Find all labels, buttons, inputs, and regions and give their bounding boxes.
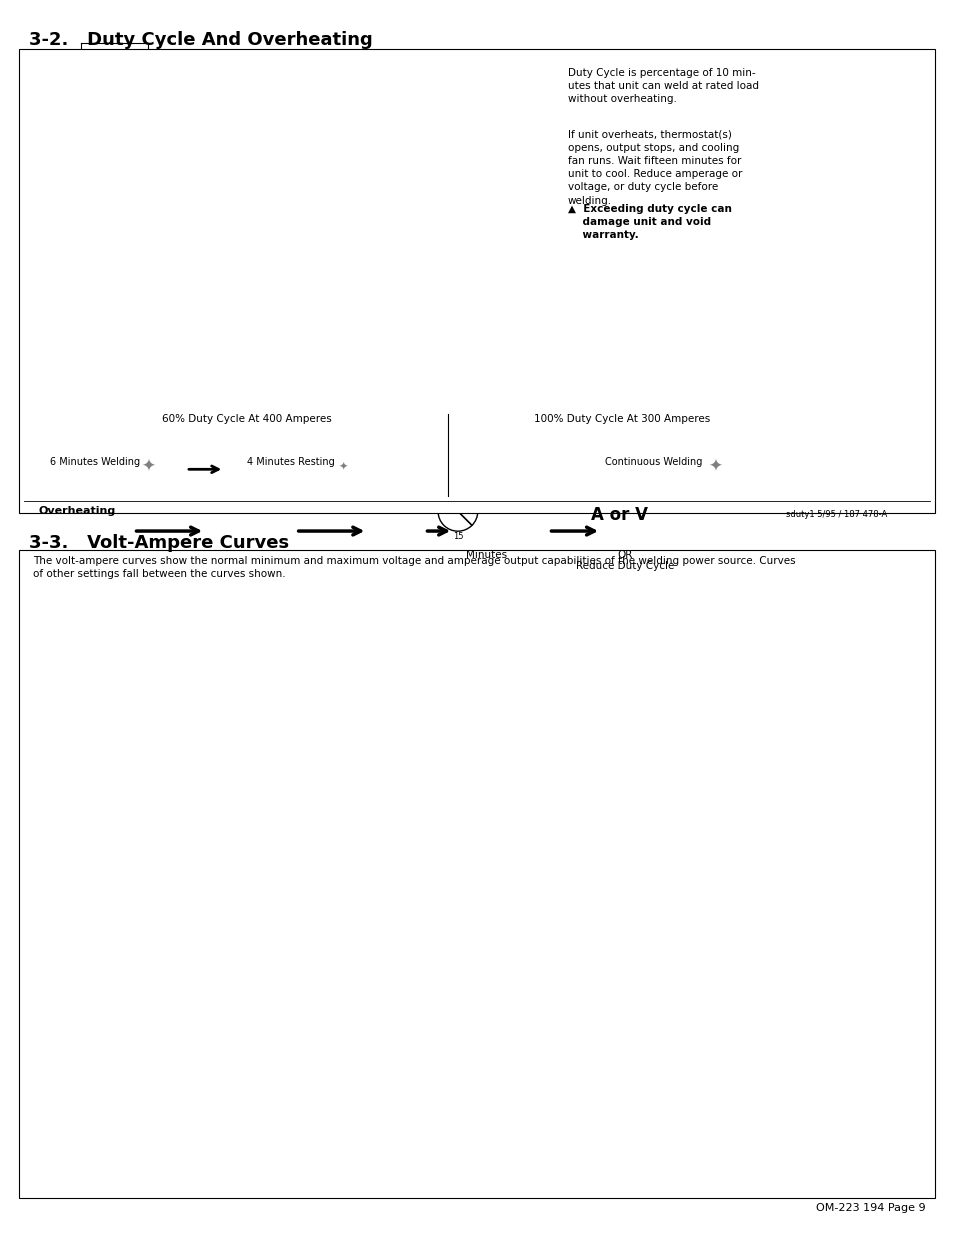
Text: Model 333: Model 333 (358, 969, 431, 982)
Text: Duty Cycle is percentage of 10 min-
utes that unit can weld at rated load
withou: Duty Cycle is percentage of 10 min- utes… (567, 68, 758, 104)
Y-axis label: VOLTS: VOLTS (70, 629, 78, 656)
Text: ✦: ✦ (141, 458, 154, 475)
Text: 3-2.   Duty Cycle And Overheating: 3-2. Duty Cycle And Overheating (29, 31, 372, 49)
Text: ✦: ✦ (708, 458, 721, 475)
Text: Minutes: Minutes (465, 550, 507, 559)
Text: The volt-ampere curves show the normal minimum and maximum voltage and amperage : The volt-ampere curves show the normal m… (33, 556, 795, 579)
Text: MAX: MAX (347, 1032, 370, 1042)
Text: A or V: A or V (591, 506, 648, 525)
Text: !: ! (46, 63, 59, 91)
X-axis label: AMPERES: AMPERES (451, 904, 502, 914)
X-axis label: AMPERES: AMPERES (679, 1132, 731, 1142)
Y-axis label: WELDING AMPERES: WELDING AMPERES (131, 186, 140, 283)
Text: Model 273: Model 273 (750, 574, 822, 588)
Text: 6 Minutes Welding: 6 Minutes Welding (51, 457, 140, 467)
Text: 4 Minutes Resting: 4 Minutes Resting (247, 457, 335, 467)
Text: 100% Duty Cycle At 300 Amperes: 100% Duty Cycle At 300 Amperes (534, 414, 710, 424)
Text: MIN: MIN (194, 1074, 214, 1084)
Text: If unit overheats, thermostat(s)
opens, output stops, and cooling
fan runs. Wait: If unit overheats, thermostat(s) opens, … (567, 130, 741, 206)
X-axis label: AMPERES: AMPERES (241, 1132, 293, 1142)
Text: MAX: MAX (322, 631, 345, 641)
Text: MAX: MAX (534, 821, 557, 831)
Text: MAX: MAX (785, 1030, 808, 1040)
Y-axis label: VOLTS: VOLTS (489, 629, 497, 656)
Text: ✦: ✦ (338, 462, 348, 472)
Text: MIN: MIN (457, 860, 477, 869)
Text: MIN: MIN (272, 695, 291, 705)
X-axis label: % DUTY CYCLE: % DUTY CYCLE (302, 412, 394, 422)
Text: MIN: MIN (710, 685, 729, 695)
Text: OM-223 194 Page 9: OM-223 194 Page 9 (815, 1203, 924, 1213)
Text: Model 383: Model 383 (797, 971, 869, 984)
Text: ▲  Exceeding duty cycle can
    damage unit and void
    warranty.: ▲ Exceeding duty cycle can damage unit a… (567, 204, 731, 240)
X-axis label: AMPERES: AMPERES (227, 737, 278, 747)
Text: 60% Duty Cycle At 400 Amperes: 60% Duty Cycle At 400 Amperes (162, 414, 332, 424)
Y-axis label: VOLTS: VOLTS (508, 1028, 517, 1053)
Y-axis label: VOLTS: VOLTS (279, 799, 288, 825)
Text: 0: 0 (455, 483, 460, 493)
Text: Model 271: Model 271 (331, 574, 403, 588)
Text: MAX: MAX (741, 619, 764, 629)
X-axis label: AMPERES: AMPERES (646, 737, 698, 747)
Text: Continuous Welding: Continuous Welding (604, 457, 701, 467)
Text: 15: 15 (452, 532, 463, 541)
Text: MIN: MIN (709, 1073, 729, 1083)
Y-axis label: VOLTS: VOLTS (70, 1028, 78, 1053)
Text: OR
Reduce Duty Cycle: OR Reduce Duty Cycle (575, 550, 674, 571)
Text: Model 293: Model 293 (568, 742, 640, 756)
Text: 3-3.   Volt-Ampere Curves: 3-3. Volt-Ampere Curves (29, 534, 289, 552)
Text: sduty1 5/95 / 187 478-A: sduty1 5/95 / 187 478-A (785, 510, 886, 519)
Text: Overheating: Overheating (38, 506, 115, 516)
